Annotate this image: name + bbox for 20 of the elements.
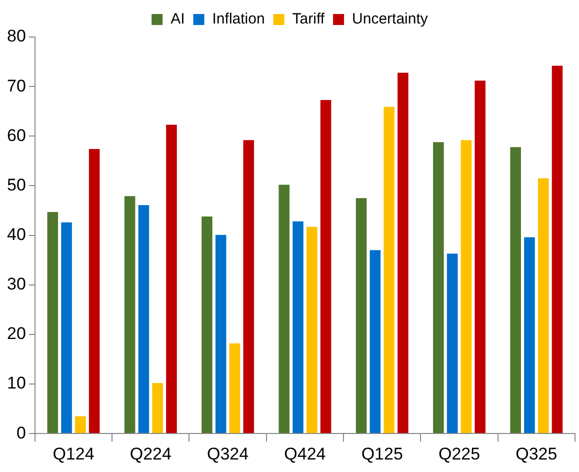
- legend-label: Tariff: [292, 10, 326, 28]
- x-tick-label: Q324: [207, 444, 249, 464]
- y-tick-label: 30: [6, 274, 26, 294]
- y-tick-label: 10: [6, 374, 26, 393]
- y-tick-label: 80: [6, 26, 26, 46]
- x-tick-label: Q124: [52, 444, 94, 464]
- x-tick-label: Q224: [130, 444, 172, 464]
- y-tick-label: 70: [6, 76, 26, 96]
- y-tick-label: 0: [16, 423, 26, 442]
- x-tick-label: Q325: [516, 444, 558, 464]
- legend-label: Inflation: [212, 10, 265, 28]
- x-tick-label: Q225: [438, 444, 480, 464]
- legend-label: AI: [170, 10, 185, 28]
- y-tick-label: 20: [6, 324, 26, 344]
- y-tick-label: 60: [6, 126, 26, 145]
- x-tick-label: Q424: [284, 444, 326, 464]
- legend-label: Uncertainty: [352, 10, 428, 28]
- x-tick-label: Q125: [361, 444, 403, 464]
- y-tick-label: 40: [6, 224, 26, 244]
- y-tick-label: 50: [6, 175, 26, 194]
